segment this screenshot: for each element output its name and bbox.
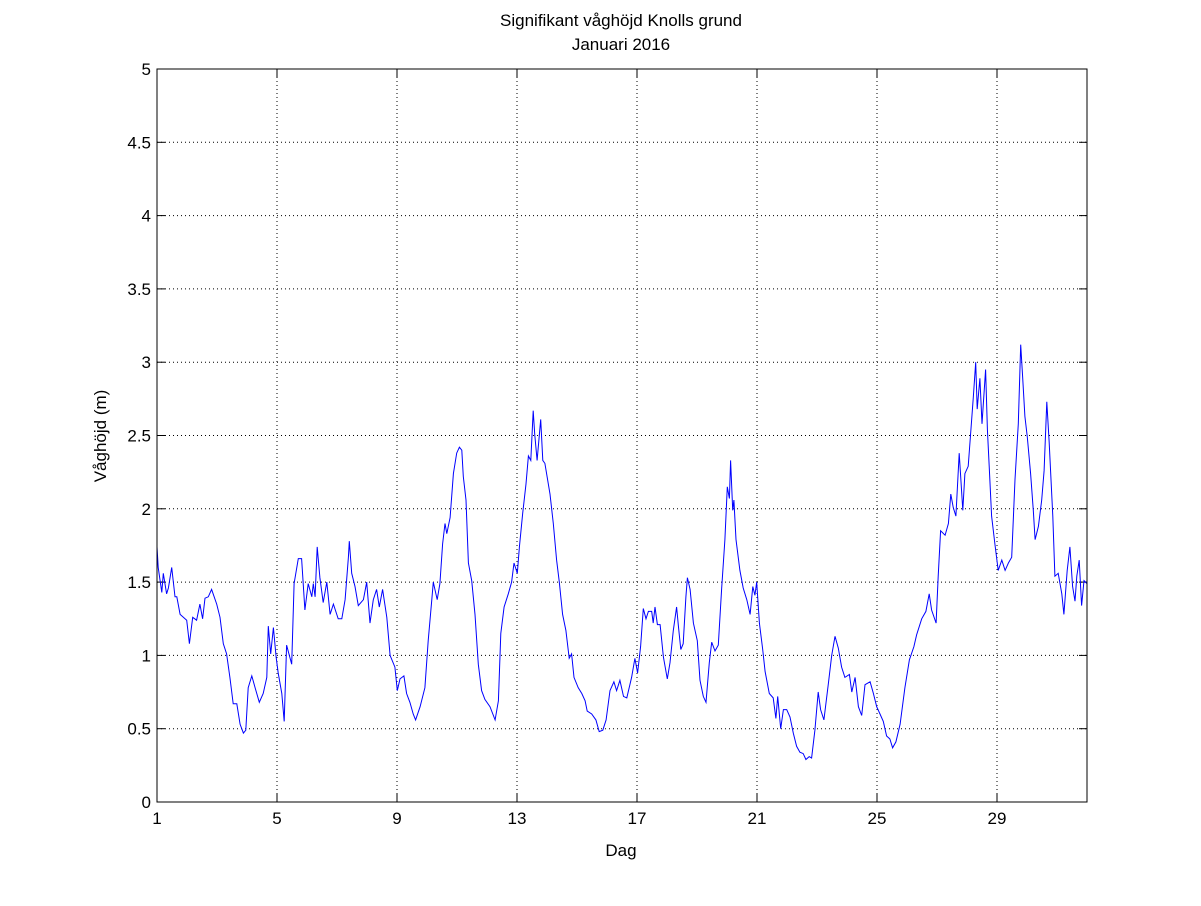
x-tick-label: 13 [508,809,527,828]
y-tick-label: 3 [142,353,151,372]
x-tick-label: 17 [628,809,647,828]
x-tick-label: 21 [748,809,767,828]
y-tick-label: 2 [142,500,151,519]
y-tick-label: 4 [142,207,151,226]
chart-title: Signifikant våghöjd Knolls grund [500,11,742,30]
y-tick-label: 2.5 [127,427,151,446]
y-tick-label: 0 [142,793,151,812]
axis-ticks: 1 5 9 13 17 21 25 29 0 0.5 1 1.5 2 2.5 3 3.5 4 4.5 5 [127,60,1087,828]
y-axis-label: Våghöjd (m) [91,390,110,483]
y-tick-label: 4.5 [127,133,151,152]
y-tick-label: 0.5 [127,720,151,739]
x-tick-label: 29 [988,809,1007,828]
x-tick-label: 9 [392,809,401,828]
axes-box [156,68,1088,803]
x-tick-label: 25 [868,809,887,828]
chart-subtitle: Januari 2016 [572,35,670,54]
x-tick-label: 1 [152,809,161,828]
y-tick-label: 5 [142,60,151,79]
grid [157,69,1087,802]
y-tick-label: 1.5 [127,573,151,592]
x-axis-label: Dag [605,841,636,860]
x-tick-label: 5 [272,809,281,828]
wave-height-line [156,344,1088,761]
series-layer [156,344,1088,761]
y-tick-label: 3.5 [127,280,151,299]
y-tick-label: 1 [142,646,151,665]
